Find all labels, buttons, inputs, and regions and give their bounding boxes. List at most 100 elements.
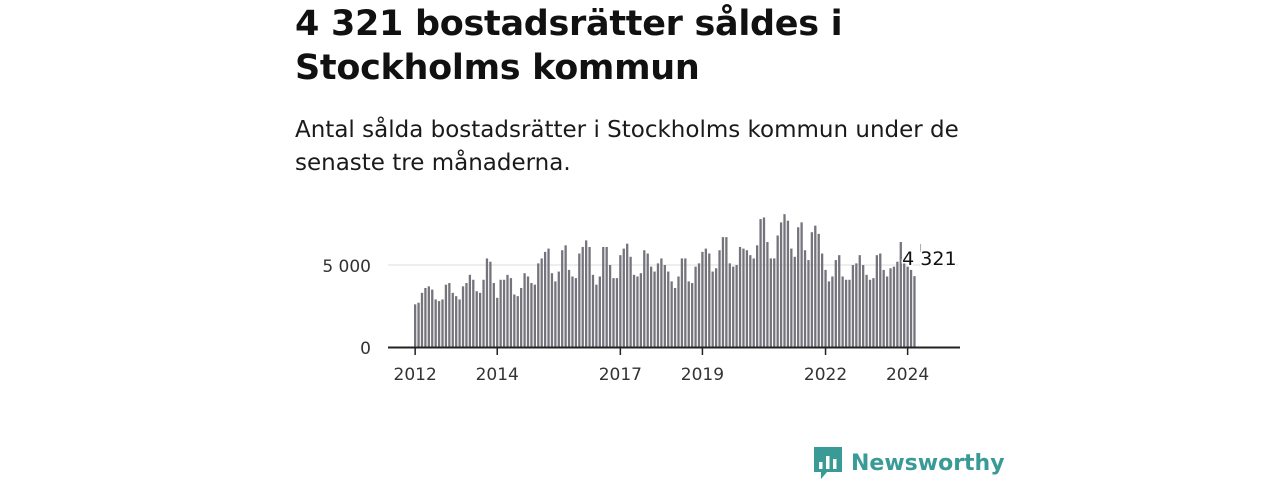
- bar: [639, 273, 643, 347]
- newsworthy-logo-icon: [814, 447, 842, 479]
- bar: [468, 274, 472, 347]
- bar: [834, 260, 837, 347]
- bar: [838, 255, 841, 347]
- bar: [602, 246, 605, 347]
- bar: [872, 278, 875, 347]
- bar: [427, 286, 430, 347]
- bar: [673, 287, 677, 347]
- bar: [786, 220, 790, 347]
- x-tick-label: 2019: [681, 365, 724, 385]
- bar: [738, 246, 742, 347]
- annotation-label: 4 321: [902, 248, 956, 270]
- bar: [537, 263, 540, 347]
- bar: [608, 265, 612, 347]
- bar: [461, 286, 465, 347]
- bar: [619, 255, 622, 347]
- bar: [629, 256, 632, 347]
- bar: [424, 287, 427, 347]
- bar: [612, 278, 615, 347]
- bar: [451, 292, 454, 347]
- y-tick-label: 5 000: [322, 257, 371, 277]
- bar: [776, 235, 779, 347]
- bar: [626, 243, 629, 347]
- y-tick-label: 0: [360, 339, 371, 359]
- bar: [848, 279, 851, 347]
- bar: [448, 283, 451, 347]
- bar: [520, 287, 523, 347]
- bar: [588, 246, 591, 347]
- bar: [489, 261, 492, 347]
- bar: [721, 237, 725, 347]
- bar: [557, 271, 560, 347]
- bar: [506, 274, 509, 347]
- bar: [807, 260, 810, 347]
- bar: [595, 284, 598, 347]
- bar: [749, 255, 752, 347]
- bar: [694, 266, 697, 347]
- bar: [728, 263, 731, 347]
- bar: [868, 279, 872, 347]
- bar: [714, 268, 718, 347]
- bar: [896, 261, 899, 347]
- bar: [540, 258, 543, 347]
- bar: [458, 299, 461, 347]
- x-tick-label: 2017: [599, 365, 642, 385]
- bar: [913, 276, 916, 347]
- bar: [697, 263, 701, 347]
- bar: [708, 253, 711, 347]
- bar: [875, 255, 878, 347]
- bar: [472, 279, 475, 347]
- bar: [444, 284, 448, 347]
- bar: [441, 299, 444, 347]
- bar: [492, 283, 495, 347]
- bar: [684, 258, 687, 347]
- bar: [718, 250, 721, 347]
- bar: [858, 255, 861, 347]
- bar: [892, 266, 896, 347]
- bar: [667, 271, 670, 347]
- bar: [732, 266, 735, 347]
- bar: [533, 284, 536, 347]
- bar: [414, 304, 417, 347]
- bar: [622, 248, 625, 347]
- bar: [711, 271, 714, 347]
- bar: [653, 271, 656, 347]
- bar: [756, 245, 759, 347]
- bar: [526, 276, 530, 347]
- bar: [485, 258, 489, 347]
- bar: [810, 232, 814, 347]
- bar: [687, 281, 690, 347]
- bar: [585, 240, 588, 347]
- bar: [827, 281, 831, 347]
- bar: [735, 265, 738, 347]
- bar: [820, 253, 824, 347]
- bar: [831, 276, 834, 347]
- bar: [906, 266, 909, 347]
- bar: [513, 294, 516, 347]
- bar: [496, 297, 499, 347]
- bar: [862, 265, 865, 347]
- bar: [437, 301, 441, 347]
- bar: [482, 279, 485, 347]
- bar: [704, 248, 707, 347]
- bar: [499, 279, 502, 347]
- x-tick-label: 2014: [476, 365, 519, 385]
- bar: [571, 276, 574, 347]
- bar: [649, 266, 653, 347]
- bar: [561, 250, 564, 347]
- bar: [790, 248, 793, 347]
- bar: [725, 237, 728, 347]
- bar: [670, 281, 673, 347]
- bar: [578, 253, 581, 347]
- bar: [783, 214, 786, 347]
- bar: [417, 302, 420, 347]
- x-tick-label: 2024: [886, 365, 929, 385]
- bar: [824, 269, 827, 347]
- bar: [769, 258, 772, 347]
- bar: [523, 273, 526, 347]
- bar: [793, 256, 796, 347]
- bar: [656, 263, 660, 347]
- bar: [509, 278, 513, 347]
- bar: [817, 233, 820, 347]
